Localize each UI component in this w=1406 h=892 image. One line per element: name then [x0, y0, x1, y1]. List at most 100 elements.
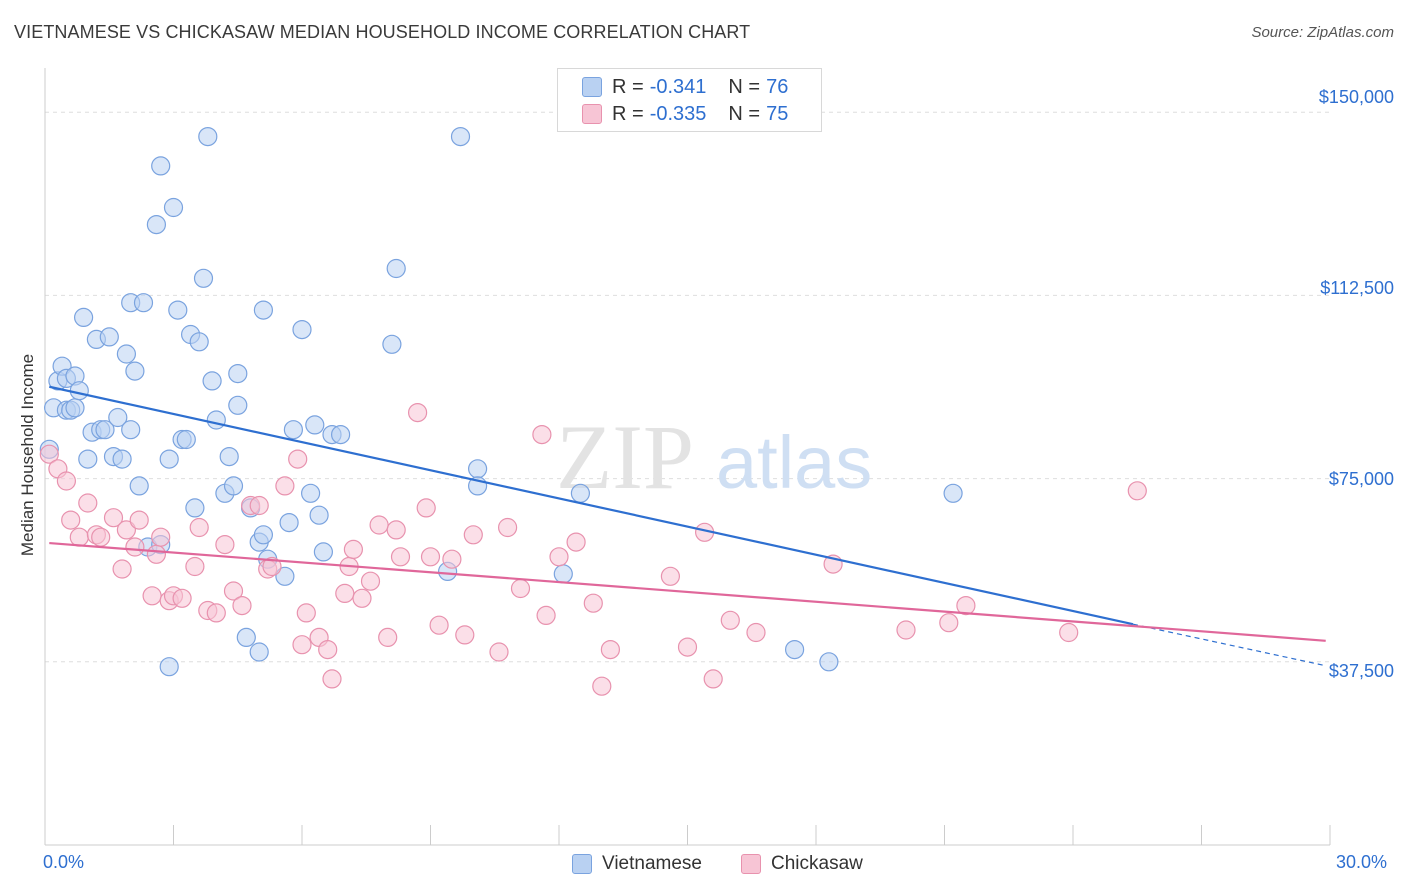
vietnamese-point — [146, 215, 166, 235]
data-points — [39, 127, 1147, 696]
vietnamese-point — [819, 652, 839, 672]
y-tick-label-37500: $37,500 — [1328, 661, 1394, 681]
vietnamese-point — [553, 564, 573, 584]
vietnamese-point — [198, 127, 218, 147]
vietnamese-point — [202, 371, 222, 391]
chickasaw-point — [78, 493, 98, 513]
vietnamese-point — [95, 420, 115, 440]
chickasaw-point — [112, 559, 132, 579]
chickasaw-point — [142, 586, 162, 606]
series-legend-chickasaw: Chickasaw — [741, 852, 863, 876]
series-name-chickasaw: Chickasaw — [771, 853, 863, 874]
legend-swatch-vietnamese — [582, 77, 602, 97]
legend-n-label: N = — [728, 102, 761, 125]
chickasaw-point — [189, 517, 209, 538]
vietnamese-point — [253, 300, 273, 320]
vietnamese-point — [468, 459, 488, 479]
chickasaw-point — [386, 520, 406, 540]
chickasaw-point — [103, 508, 124, 528]
vietnamese-point — [253, 525, 273, 545]
chickasaw-point — [322, 669, 342, 689]
chickasaw-point — [498, 517, 518, 538]
x-tick-label-max: 30.0% — [1336, 852, 1388, 872]
chickasaw-point — [69, 527, 89, 547]
chickasaw-point — [1059, 622, 1079, 643]
series-name-vietnamese: Vietnamese — [602, 853, 702, 874]
chickasaw-point — [583, 593, 603, 613]
legend-swatch-chickasaw — [582, 104, 602, 124]
chickasaw-point — [600, 639, 621, 660]
chickasaw-point — [262, 556, 282, 577]
chickasaw-point — [185, 556, 205, 577]
chickasaw-point — [677, 637, 698, 657]
chickasaw-point — [275, 476, 295, 496]
chickasaw-point — [116, 520, 137, 540]
legend-row-vietnamese: R = -0.341 N = 76 — [582, 75, 788, 99]
chickasaw-point — [125, 537, 145, 557]
vietnamese-point — [163, 197, 184, 218]
vietnamese-point — [112, 449, 132, 469]
vietnamese-point — [129, 476, 149, 496]
vietnamese-point — [331, 425, 351, 445]
chickasaw-point — [129, 510, 149, 530]
watermark: ZIP atlas — [556, 406, 872, 508]
chickasaw-point — [746, 622, 766, 643]
vietnamese-point — [121, 420, 141, 440]
chickasaw-point — [232, 595, 252, 616]
vietnamese-point — [189, 332, 209, 352]
y-tick-label-150000: $150,000 — [1318, 87, 1394, 107]
chickasaw-point — [296, 603, 316, 623]
vietnamese-point — [78, 449, 98, 469]
vietnamese-point — [313, 542, 333, 562]
vietnamese-point — [65, 398, 85, 418]
chickasaw-point — [956, 595, 976, 616]
chickasaw-point — [416, 498, 436, 518]
chickasaw-trend-line — [49, 541, 1326, 642]
chickasaw-point — [352, 588, 372, 608]
legend-n-label: N = — [728, 75, 761, 98]
legend-r-value-vietnamese: -0.341 — [649, 75, 707, 98]
vietnamese-point — [386, 258, 406, 279]
chickasaw-point — [215, 534, 235, 555]
chickasaw-point — [660, 566, 681, 586]
chickasaw-point — [360, 571, 381, 591]
vietnamese-point — [223, 476, 244, 496]
chickasaw-point — [463, 525, 483, 545]
watermark-atlas: atlas — [716, 421, 872, 504]
vietnamese-point — [185, 498, 205, 518]
vietnamese-point — [275, 566, 295, 586]
chickasaw-point — [369, 515, 389, 535]
chickasaw-point — [249, 495, 269, 516]
vietnamese-point — [570, 483, 591, 503]
vietnamese-point — [73, 307, 94, 327]
chickasaw-point — [1127, 481, 1147, 501]
series-legend-vietnamese: Vietnamese — [572, 852, 702, 876]
chickasaw-point — [146, 544, 166, 564]
vietnamese-point — [236, 627, 256, 648]
vietnamese-point — [450, 127, 471, 147]
chickasaw-point — [896, 620, 916, 640]
vietnamese-point — [301, 483, 321, 503]
vietnamese-point — [159, 657, 179, 677]
x-tick-label-min: 0.0% — [43, 852, 85, 872]
series-swatch-chickasaw — [741, 854, 761, 874]
vietnamese-point — [228, 395, 248, 415]
chickasaw-point — [39, 444, 59, 464]
vietnamese-point — [206, 410, 226, 430]
chickasaw-point — [172, 588, 192, 608]
vietnamese-point — [176, 429, 196, 450]
vietnamese-point — [69, 381, 89, 401]
chickasaw-point — [56, 471, 77, 491]
chickasaw-point — [335, 583, 355, 604]
vietnamese-point — [99, 327, 119, 347]
legend-r-label: R = — [612, 102, 644, 125]
vietnamese-point — [249, 642, 269, 662]
correlation-legend: R = -0.341 N = 76 R = -0.335 N = 75 — [557, 68, 822, 132]
chickasaw-point — [151, 527, 171, 547]
chickasaw-point — [592, 676, 612, 696]
vietnamese-point — [133, 293, 154, 313]
gridlines — [45, 111, 1330, 663]
vietnamese-point — [193, 268, 214, 288]
chickasaw-point — [378, 627, 398, 648]
chickasaw-point — [489, 642, 509, 662]
